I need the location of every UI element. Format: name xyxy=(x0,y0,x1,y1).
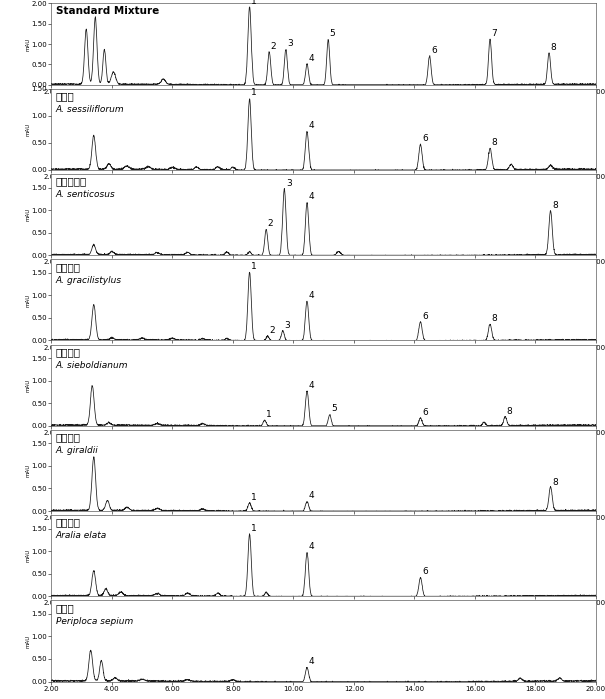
Y-axis label: mAU: mAU xyxy=(25,294,30,306)
Text: 8: 8 xyxy=(552,201,558,210)
Y-axis label: mAU: mAU xyxy=(25,123,30,136)
Text: 가시오갈피: 가시오갈피 xyxy=(56,176,87,187)
Text: A. giraldii: A. giraldii xyxy=(56,446,99,455)
Text: A. sessiliflorum: A. sessiliflorum xyxy=(56,105,125,114)
Text: Periploca sepium: Periploca sepium xyxy=(56,617,133,626)
Text: 8: 8 xyxy=(492,315,497,324)
Text: 5: 5 xyxy=(330,29,336,38)
Text: 1: 1 xyxy=(251,0,257,6)
Text: 1: 1 xyxy=(251,493,257,502)
Text: 향가피: 향가피 xyxy=(56,603,74,613)
Text: 2: 2 xyxy=(268,219,273,228)
Text: 3: 3 xyxy=(284,321,290,330)
Text: 4: 4 xyxy=(309,491,314,500)
Text: 1: 1 xyxy=(251,262,257,271)
Text: 8: 8 xyxy=(551,43,557,52)
Text: 1: 1 xyxy=(266,410,272,419)
Y-axis label: mAU: mAU xyxy=(25,549,30,562)
Y-axis label: mAU: mAU xyxy=(25,208,30,222)
Text: 4: 4 xyxy=(309,192,314,201)
Text: 6: 6 xyxy=(422,312,428,321)
Text: A. senticosus: A. senticosus xyxy=(56,190,116,199)
Text: A. sieboldianum: A. sieboldianum xyxy=(56,361,128,370)
Text: 8: 8 xyxy=(492,138,497,147)
Text: 3: 3 xyxy=(286,178,292,187)
Text: 4: 4 xyxy=(309,542,314,551)
Y-axis label: mAU: mAU xyxy=(25,463,30,477)
Text: 4: 4 xyxy=(309,657,314,666)
Text: 홍모오가: 홍모오가 xyxy=(56,432,81,442)
Text: 6: 6 xyxy=(431,45,437,55)
Text: 4: 4 xyxy=(309,291,314,300)
Text: 섬오갈피: 섬오갈피 xyxy=(56,261,81,272)
Y-axis label: mAU: mAU xyxy=(25,379,30,391)
Y-axis label: mAU: mAU xyxy=(25,634,30,647)
Text: 6: 6 xyxy=(422,134,428,143)
Text: Aralia elata: Aralia elata xyxy=(56,531,107,540)
Text: 8: 8 xyxy=(507,407,512,416)
Text: 5: 5 xyxy=(332,404,337,413)
Text: 4: 4 xyxy=(309,381,314,389)
Text: 2: 2 xyxy=(271,42,276,50)
Text: 2: 2 xyxy=(269,326,275,335)
Text: 1: 1 xyxy=(251,524,257,533)
Text: 6: 6 xyxy=(422,568,428,577)
Text: 오가나무: 오가나무 xyxy=(56,347,81,357)
Text: 3: 3 xyxy=(287,39,293,48)
Text: A. gracilistylus: A. gracilistylus xyxy=(56,275,122,284)
Text: 4: 4 xyxy=(309,54,314,63)
Text: 오가피: 오가피 xyxy=(56,91,74,101)
Text: 4: 4 xyxy=(309,121,314,130)
Text: 1: 1 xyxy=(251,88,257,97)
Text: 7: 7 xyxy=(492,29,497,38)
Text: 8: 8 xyxy=(552,477,558,487)
Y-axis label: mAU: mAU xyxy=(25,38,30,51)
Text: Standard Mixture: Standard Mixture xyxy=(56,6,159,16)
Text: 두릅나무: 두릅나무 xyxy=(56,517,81,528)
Text: 6: 6 xyxy=(422,408,428,417)
